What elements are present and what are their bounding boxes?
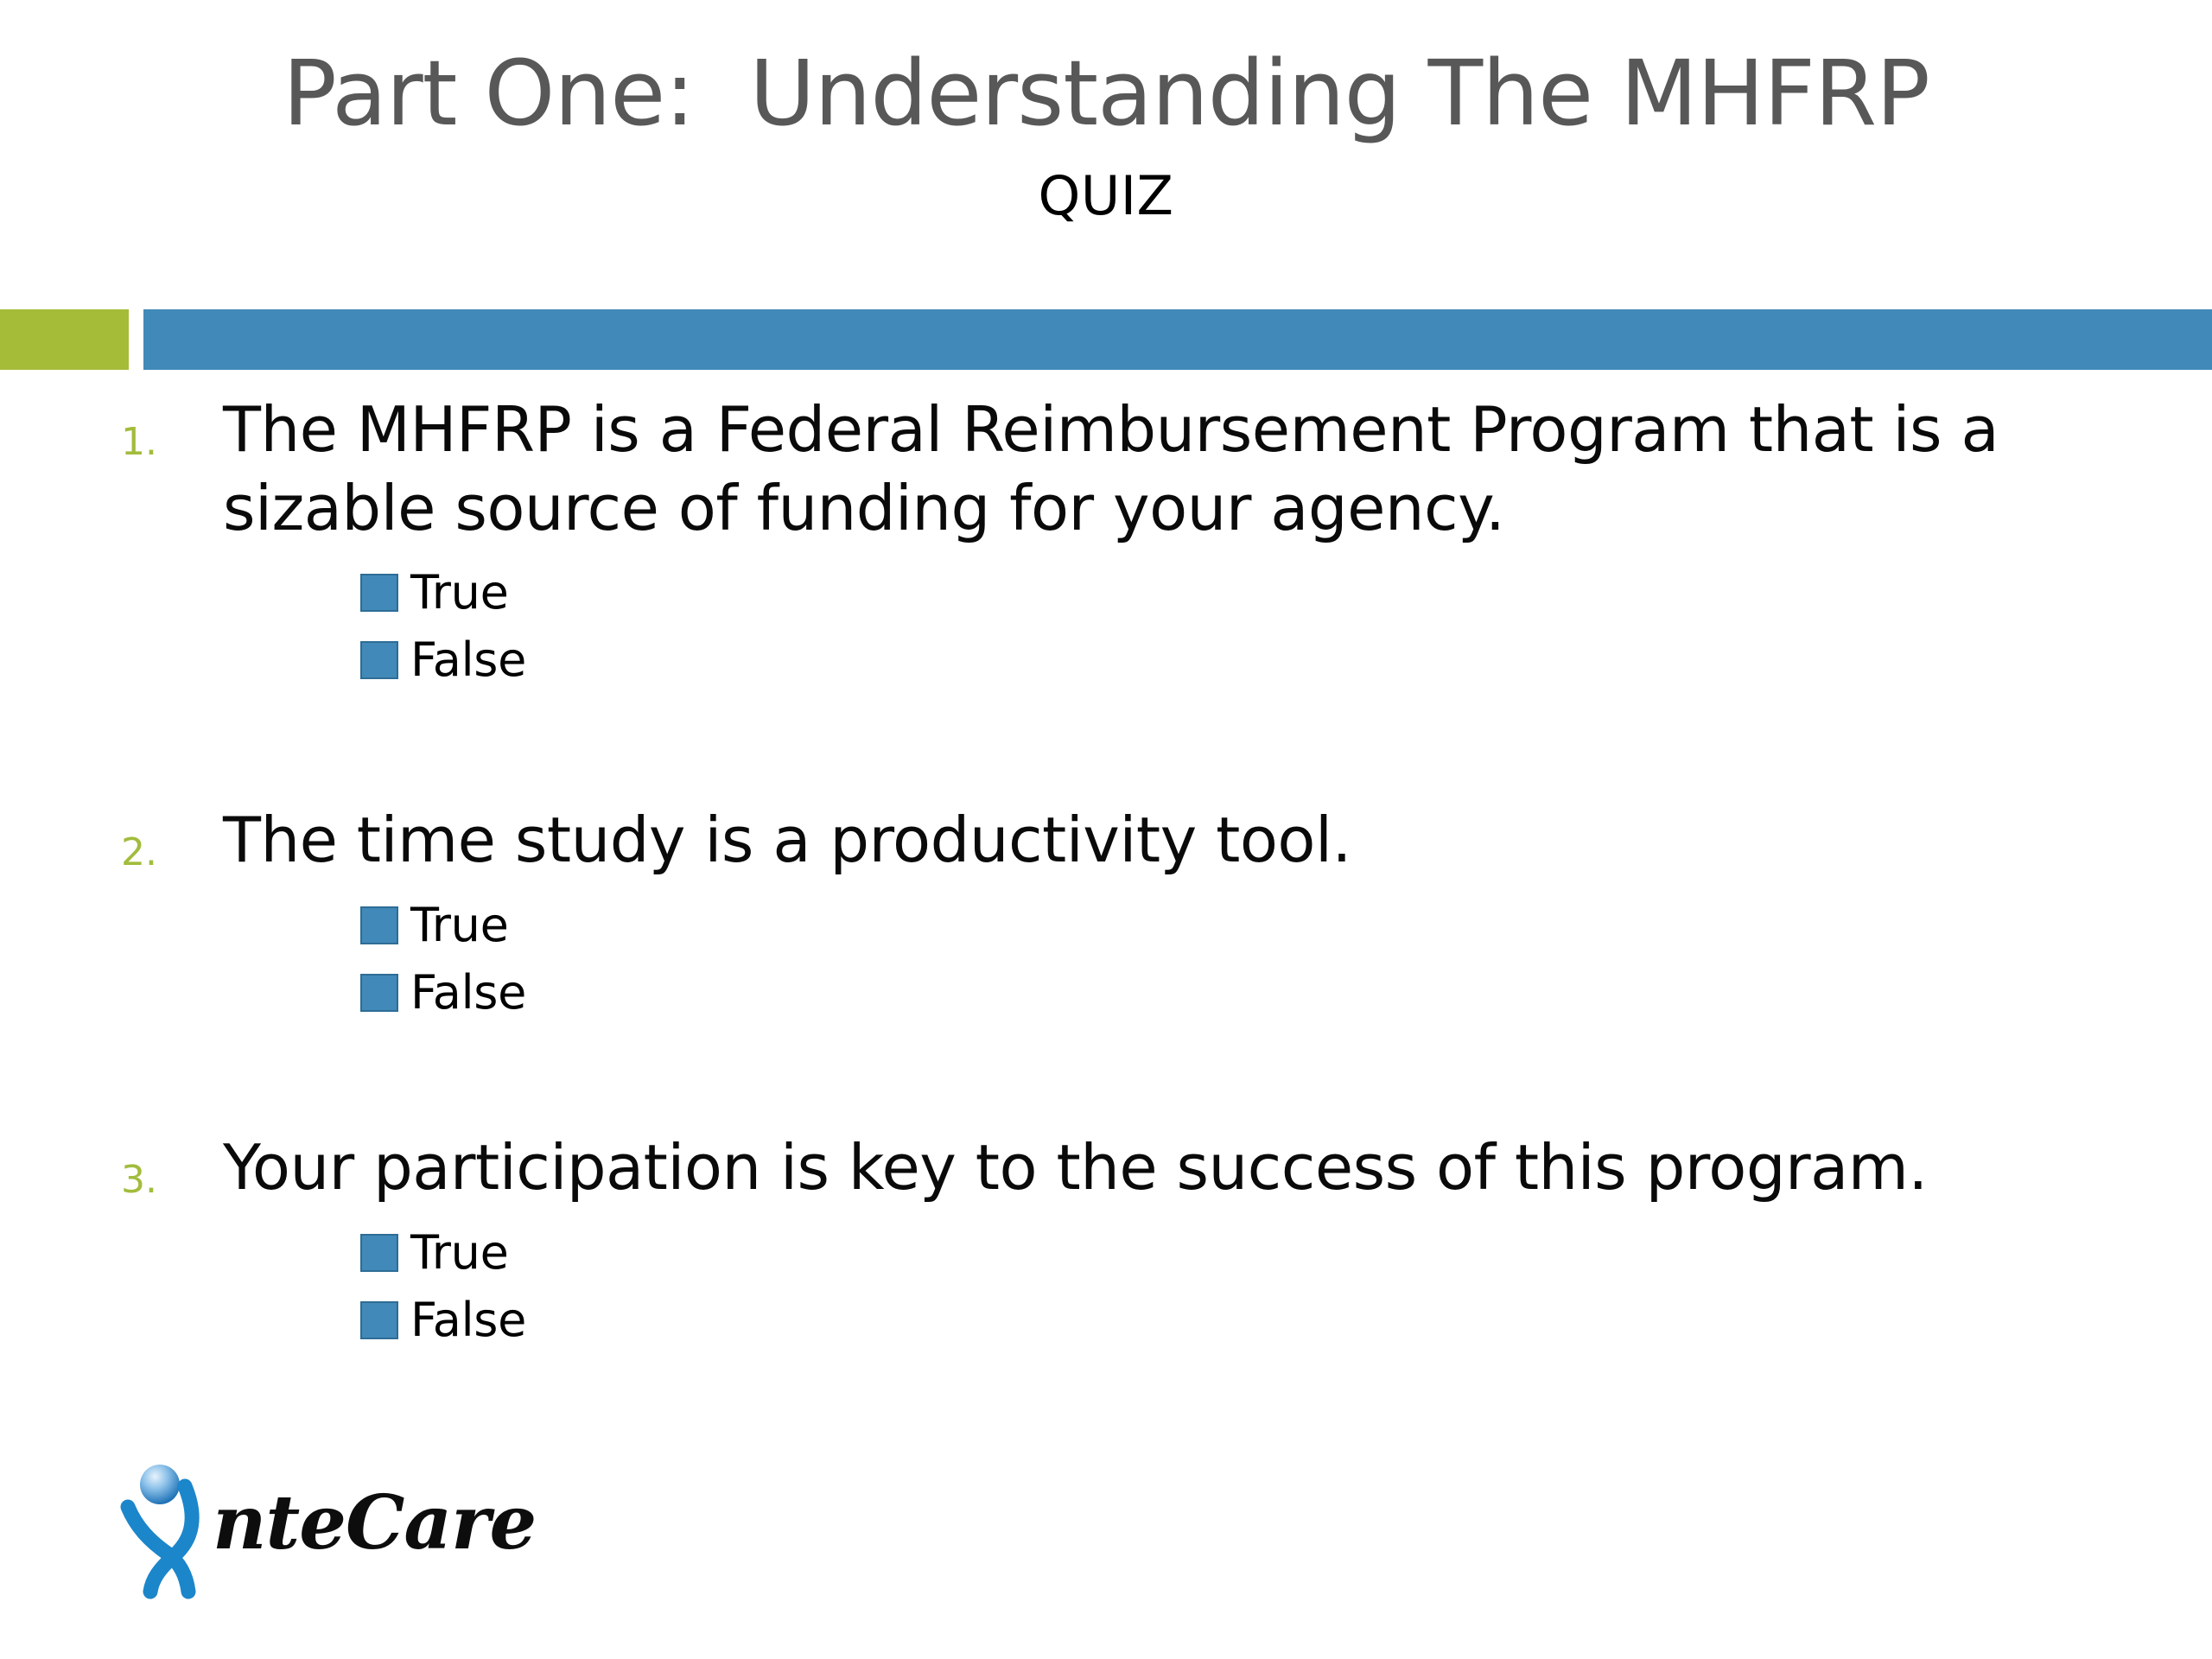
divider-bar-blue (143, 309, 2212, 370)
answer-option-false[interactable]: False (360, 959, 2177, 1027)
quiz-question-3: 3. Your participation is key to the succ… (121, 1128, 2177, 1354)
intecare-person-mark-icon (120, 1465, 200, 1599)
quiz-question-2: 2. The time study is a productivity tool… (121, 801, 2177, 1027)
question-text: Your participation is key to the success… (223, 1131, 1928, 1205)
page-title: Part One: Understanding The MHFRP (283, 41, 1930, 146)
answer-option-label: True (410, 1224, 509, 1280)
answer-options: True False (360, 1219, 2177, 1354)
intecare-logo: nteCare (111, 1462, 537, 1600)
answer-option-true[interactable]: True (360, 559, 2177, 626)
question-number: 2. (121, 830, 157, 875)
divider-bar (0, 309, 2212, 370)
checkbox-square-icon[interactable] (360, 906, 398, 945)
answer-option-label: True (410, 565, 509, 620)
question-row: 2. The time study is a productivity tool… (121, 801, 2177, 880)
checkbox-square-icon[interactable] (360, 574, 398, 613)
checkbox-square-icon[interactable] (360, 1300, 398, 1339)
question-text: The time study is a productivity tool. (223, 804, 1351, 877)
question-number: 1. (121, 420, 157, 464)
answer-option-true[interactable]: True (360, 892, 2177, 959)
answer-option-label: False (410, 965, 527, 1020)
question-row: 3. Your participation is key to the succ… (121, 1128, 2177, 1207)
answer-option-label: True (410, 898, 509, 953)
checkbox-square-icon[interactable] (360, 641, 398, 680)
logo-wordmark: nteCare (213, 1479, 537, 1567)
question-text: The MHFRP is a Federal Reimbursement Pro… (223, 393, 1999, 544)
quiz-question-1: 1. The MHFRP is a Federal Reimbursement … (121, 391, 2177, 694)
logo-stroke-left-icon (120, 1499, 196, 1599)
checkbox-square-icon[interactable] (360, 974, 398, 1013)
page-subtitle: QUIZ (1038, 164, 1174, 228)
question-number: 3. (121, 1158, 157, 1203)
answer-options: True False (360, 559, 2177, 694)
title-block: Part One: Understanding The MHFRP QUIZ (0, 41, 2212, 228)
answer-option-label: False (410, 632, 527, 688)
answer-options: True False (360, 892, 2177, 1027)
answer-option-true[interactable]: True (360, 1219, 2177, 1287)
answer-option-false[interactable]: False (360, 1287, 2177, 1354)
answer-option-label: False (410, 1292, 527, 1347)
checkbox-square-icon[interactable] (360, 1233, 398, 1272)
question-row: 1. The MHFRP is a Federal Reimbursement … (121, 391, 2177, 547)
divider-bar-green-accent (0, 309, 129, 370)
quiz-body: 1. The MHFRP is a Federal Reimbursement … (121, 391, 2177, 1354)
answer-option-false[interactable]: False (360, 626, 2177, 694)
logo-head-icon (140, 1465, 180, 1504)
